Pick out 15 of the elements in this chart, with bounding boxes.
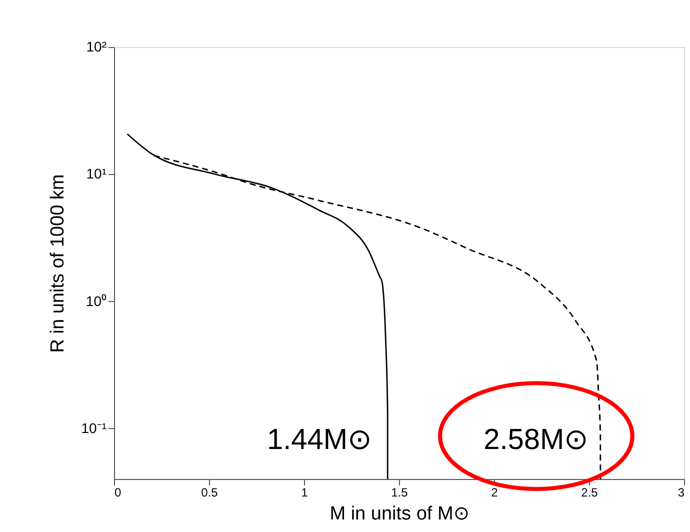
annotation: 1.44M⊙ bbox=[266, 424, 372, 456]
annotation: 2.58M⊙ bbox=[484, 424, 588, 456]
x-tick-label: 2.5 bbox=[581, 486, 598, 500]
y-tick-label: 10⁻¹ bbox=[81, 420, 107, 436]
y-tick-label: 10² bbox=[86, 38, 107, 54]
x-tick-label: 0 bbox=[114, 486, 122, 500]
x-tick-label: 3 bbox=[678, 486, 685, 500]
y-tick-label: 10⁰ bbox=[86, 292, 106, 309]
x-tick-label: 2 bbox=[491, 486, 498, 500]
y-axis-title: R in units of 1000 km bbox=[47, 174, 68, 353]
x-tick-label: 1 bbox=[301, 486, 308, 500]
x-tick-label: 0.5 bbox=[201, 486, 218, 500]
x-axis-title: M in units of M⊙ bbox=[330, 504, 470, 524]
x-tick-label: 1.5 bbox=[391, 486, 408, 500]
y-tick-label: 10¹ bbox=[86, 166, 107, 182]
